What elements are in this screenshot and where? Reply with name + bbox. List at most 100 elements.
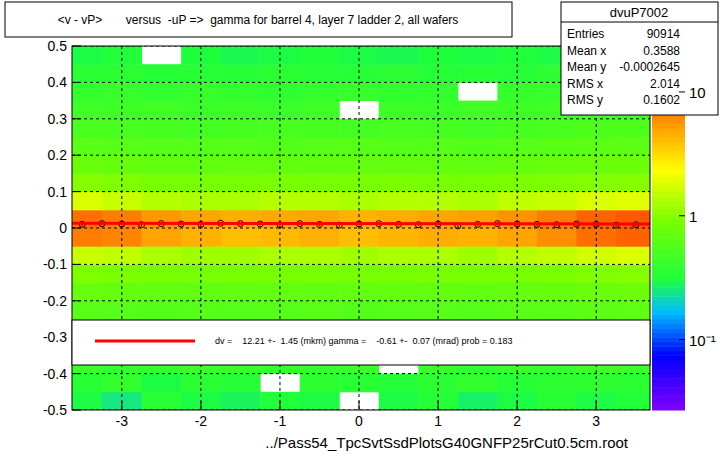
- heatmap-cell: [181, 192, 221, 211]
- heatmap-cell: [418, 192, 458, 211]
- heatmap-cell: [221, 155, 261, 174]
- heatmap-cell: [339, 173, 379, 192]
- heatmap-cell: [260, 173, 300, 192]
- colorbar-step: [652, 342, 685, 347]
- colorbar-step: [652, 287, 685, 292]
- colorbar-step: [652, 178, 685, 183]
- heatmap-cell: [418, 137, 458, 156]
- heatmap-cell: [497, 64, 537, 83]
- colorbar-step: [652, 160, 685, 165]
- heatmap-cell: [300, 46, 340, 65]
- heatmap-cell: [142, 82, 182, 101]
- colorbar-step: [652, 123, 685, 128]
- heatmap-cell: [300, 246, 340, 265]
- heatmap-cell: [260, 192, 300, 211]
- colorbar-step: [652, 383, 685, 388]
- heatmap-cell: [102, 137, 142, 156]
- heatmap-cell: [418, 173, 458, 192]
- colorbar-step: [652, 401, 685, 406]
- heatmap-cell: [221, 228, 261, 247]
- heatmap-cell: [537, 374, 577, 393]
- heatmap-cell: [102, 119, 142, 138]
- tick-label: 0: [355, 413, 363, 429]
- heatmap-cell: [260, 155, 300, 174]
- heatmap-cell: [458, 101, 498, 120]
- heatmap-cell: [72, 210, 103, 229]
- tick-label: 0.3: [48, 111, 68, 127]
- colorbar-step: [652, 233, 685, 238]
- heatmap-cell: [418, 155, 458, 174]
- heatmap-cell: [616, 192, 650, 211]
- heatmap-cell: [458, 119, 498, 138]
- heatmap-cell: [102, 210, 142, 229]
- stats-value: 0.3588: [643, 44, 680, 58]
- colorbar-step: [652, 305, 685, 310]
- colorbar-step: [652, 269, 685, 274]
- heatmap-cell: [72, 374, 103, 393]
- heatmap-cell: [102, 173, 142, 192]
- heatmap-cell: [339, 155, 379, 174]
- heatmap-cell: [497, 101, 537, 120]
- heatmap-cell: [497, 173, 537, 192]
- heatmap-cell: [458, 301, 498, 320]
- heatmap-cell: [418, 64, 458, 83]
- heatmap-cell: [537, 119, 577, 138]
- colorbar-step: [652, 242, 685, 247]
- heatmap-cell: [300, 119, 340, 138]
- heatmap-cell: [300, 301, 340, 320]
- heatmap-cell: [616, 246, 650, 265]
- grid-line: [72, 191, 650, 192]
- colorbar-step: [652, 223, 685, 228]
- heatmap-cell: [576, 137, 616, 156]
- heatmap-cell: [260, 119, 300, 138]
- heatmap-cell: [497, 192, 537, 211]
- heatmap-cell: [379, 155, 419, 174]
- tick-label: -0.2: [43, 293, 67, 309]
- heatmap-cell: [379, 173, 419, 192]
- colorbar-step: [652, 260, 685, 265]
- heatmap-cell: [458, 283, 498, 302]
- stats-title: dvuP7002: [610, 5, 669, 20]
- heatmap-cell: [72, 137, 103, 156]
- tick-label: 0.2: [48, 147, 68, 163]
- heatmap-cell: [300, 101, 340, 120]
- heatmap-cell: [221, 301, 261, 320]
- heatmap-cell: [616, 301, 650, 320]
- grid-line: [72, 228, 650, 229]
- heatmap-cell: [102, 155, 142, 174]
- tick-label: 0.5: [48, 38, 68, 54]
- heatmap-cell: [379, 64, 419, 83]
- heatmap-cell: [379, 246, 419, 265]
- colorbar-step: [652, 205, 685, 210]
- heatmap-cell: [142, 155, 182, 174]
- colorbar-step: [652, 201, 685, 206]
- heatmap-cell: [418, 119, 458, 138]
- heatmap-cell: [379, 82, 419, 101]
- colorbar-step: [652, 351, 685, 356]
- heatmap-cell: [537, 283, 577, 302]
- colorbar-step: [652, 169, 685, 174]
- colorbar-step: [652, 192, 685, 197]
- colorbar-step: [652, 324, 685, 329]
- heatmap-cell: [497, 137, 537, 156]
- tick: [72, 410, 81, 411]
- tick-label: -0.3: [43, 329, 67, 345]
- heatmap-cell: [497, 210, 537, 229]
- heatmap-cell: [458, 173, 498, 192]
- heatmap-cell: [221, 374, 261, 393]
- heatmap-cell: [221, 64, 261, 83]
- heatmap-cell: [458, 228, 498, 247]
- chart: -3-2-10123-0.5-0.4-0.3-0.2-0.100.10.20.3…: [0, 0, 721, 455]
- heatmap-cell: [300, 64, 340, 83]
- tick: [517, 401, 518, 410]
- title: <v - vP> versus -uP => gamma for barrel …: [58, 13, 459, 27]
- background: [0, 0, 721, 455]
- heatmap-cell: [537, 155, 577, 174]
- heatmap-cell: [458, 264, 498, 283]
- heatmap-cell: [576, 210, 616, 229]
- heatmap-cell: [616, 119, 650, 138]
- heatmap-cell: [181, 228, 221, 247]
- heatmap-cell: [221, 392, 261, 410]
- tick: [359, 401, 360, 410]
- heatmap-cell: [458, 374, 498, 393]
